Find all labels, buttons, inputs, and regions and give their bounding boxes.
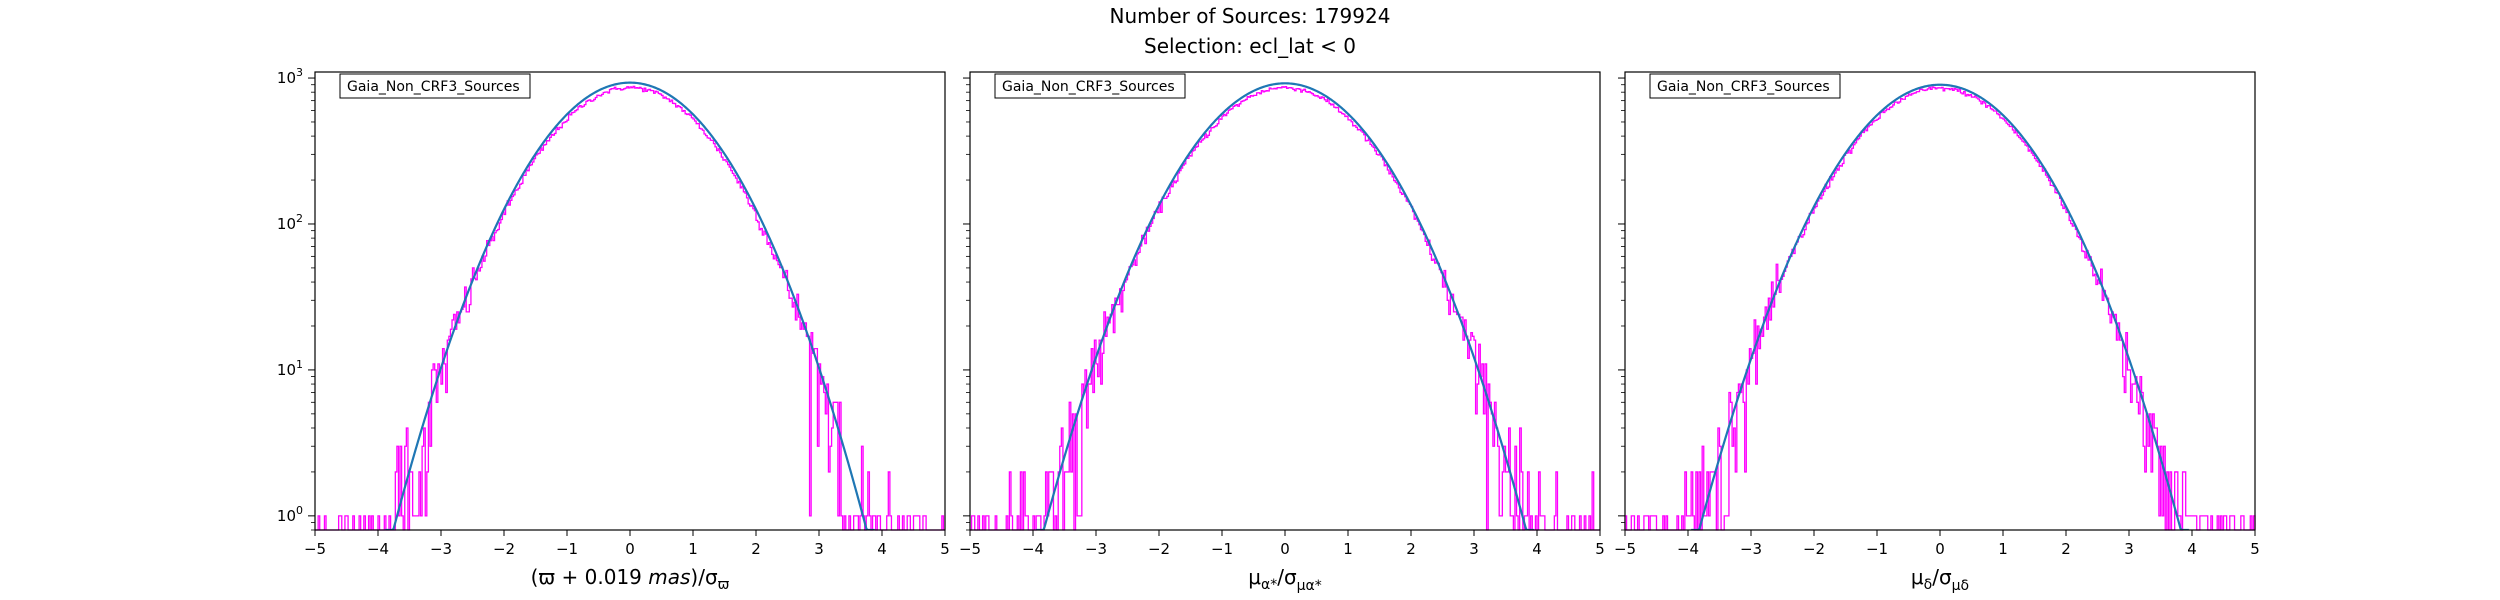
x-tick-label: 1 — [1998, 540, 2008, 558]
x-axis-label: μδ/σμδ — [1911, 565, 1969, 594]
x-tick-label: −4 — [367, 540, 389, 558]
x-tick-label: 5 — [940, 540, 950, 558]
x-tick-label: −4 — [1677, 540, 1699, 558]
gaussian-fit-curve — [1691, 83, 2189, 530]
gaussian-fit-curve — [1036, 82, 1534, 530]
x-tick-label: 4 — [1532, 540, 1542, 558]
x-tick-label: 2 — [751, 540, 761, 558]
x-tick-label: 3 — [2124, 540, 2134, 558]
gaussian-fit-curve — [385, 81, 875, 530]
x-tick-label: 3 — [1469, 540, 1479, 558]
x-tick-label: 5 — [1595, 540, 1605, 558]
x-tick-label: 0 — [1280, 540, 1290, 558]
x-tick-label: 4 — [2187, 540, 2197, 558]
x-tick-label: −3 — [1085, 540, 1107, 558]
y-tick-label: 102 — [277, 212, 303, 233]
chart-panel-3: −5 −4 −3 −2 −1 0 1 2 3 4 5 Gaia_Non_CRF3_Sources μδ/… — [1614, 71, 2260, 594]
x-tick-label: −5 — [959, 540, 981, 558]
x-tick-label: −5 — [304, 540, 326, 558]
x-tick-label: 1 — [688, 540, 698, 558]
legend-label: Gaia_Non_CRF3_Sources — [1002, 79, 1175, 95]
x-tick-label: 4 — [877, 540, 887, 558]
x-tick-label: 0 — [625, 540, 635, 558]
axes-frame — [314, 71, 946, 531]
histogram-series — [315, 85, 945, 531]
x-tick-label: 2 — [1406, 540, 1416, 558]
x-axis-label: (ϖ + 0.019 mas)/σϖ — [531, 565, 730, 593]
chart-panel-1: −5 −4 −3 −2 −1 0 1 2 3 4 5 100 101 102 103 Gaia_Non_CRF… — [277, 66, 950, 593]
x-tick-label: 3 — [814, 540, 824, 558]
histogram-series — [1624, 86, 2256, 531]
histogram-series — [970, 85, 1600, 531]
x-tick-label: −1 — [1866, 540, 1888, 558]
x-tick-label: −4 — [1022, 540, 1044, 558]
legend-label: Gaia_Non_CRF3_Sources — [347, 79, 520, 95]
x-tick-label: 1 — [1343, 540, 1353, 558]
x-tick-label: −5 — [1614, 540, 1636, 558]
x-tick-label: −2 — [1803, 540, 1825, 558]
figure-title: Number of Sources: 179924 — [1109, 4, 1391, 28]
x-tick-label: 5 — [2250, 540, 2260, 558]
chart-panel-2: −5 −4 −3 −2 −1 0 1 2 3 4 5 Gaia_Non_CRF3_Sources μα*… — [959, 71, 1605, 594]
y-tick-label: 100 — [277, 504, 303, 525]
x-tick-label: −2 — [1148, 540, 1170, 558]
legend-box — [994, 73, 1186, 99]
figure-subtitle: Selection: ecl_lat < 0 — [1144, 34, 1356, 58]
x-tick-label: −2 — [493, 540, 515, 558]
legend-box — [339, 73, 531, 99]
legend-box — [1649, 73, 1841, 99]
x-tick-label: −3 — [430, 540, 452, 558]
x-tick-label: 0 — [1935, 540, 1945, 558]
y-tick-label: 101 — [277, 358, 303, 379]
y-tick-label: 103 — [277, 66, 303, 87]
x-tick-label: −3 — [1740, 540, 1762, 558]
x-axis-label: μα*/σμα* — [1248, 565, 1322, 594]
legend-label: Gaia_Non_CRF3_Sources — [1657, 79, 1830, 95]
x-tick-label: 2 — [2061, 540, 2071, 558]
x-tick-label: −1 — [556, 540, 578, 558]
x-tick-label: −1 — [1211, 540, 1233, 558]
